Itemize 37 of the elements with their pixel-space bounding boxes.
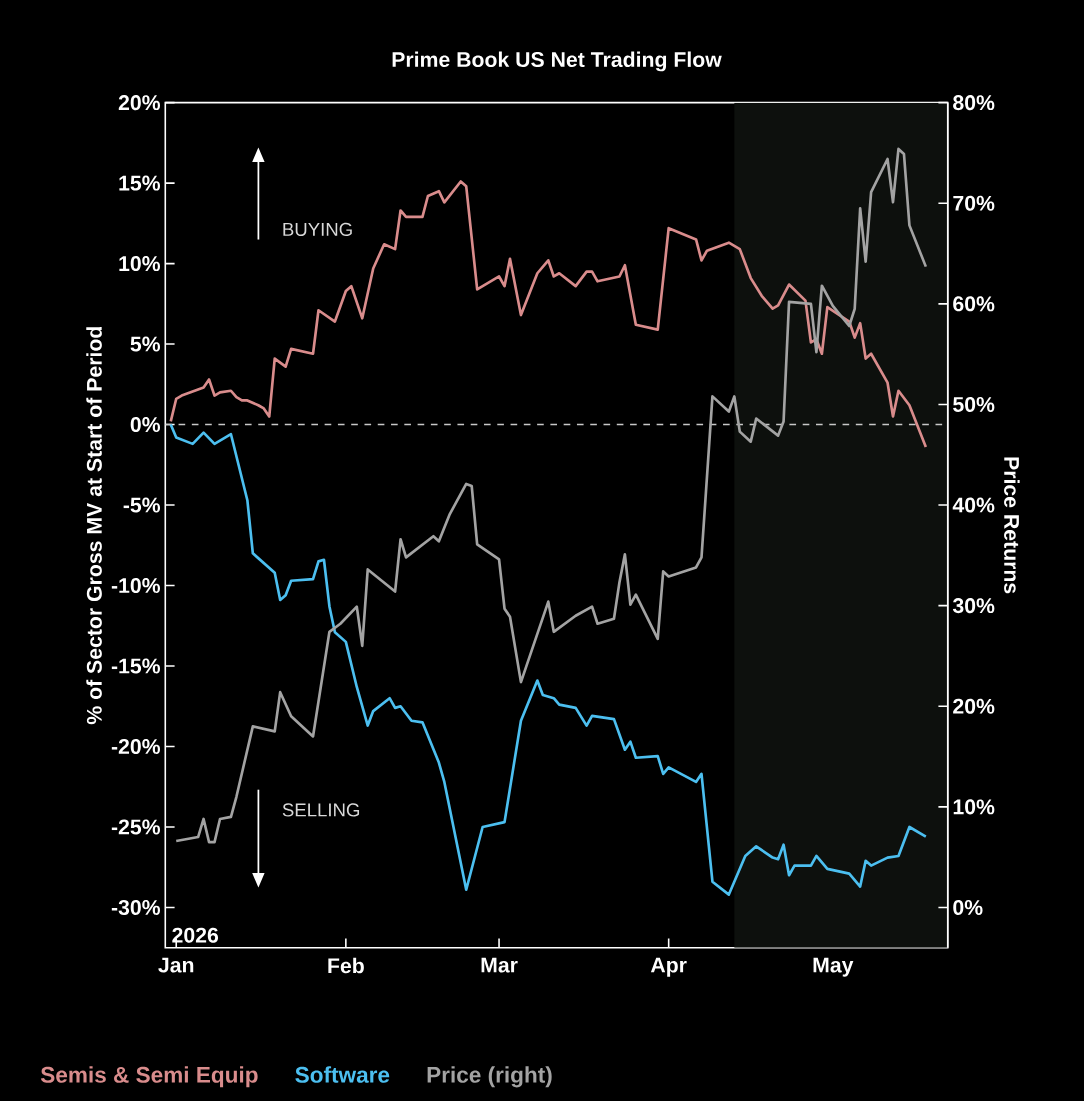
annotation: SELLING xyxy=(282,803,360,817)
y2-tick-label: 0% xyxy=(953,899,983,915)
annotation: 2026 xyxy=(172,927,219,943)
y2-tick-label: 30% xyxy=(953,598,995,614)
y-tick-label: -25% xyxy=(111,819,161,835)
y-tick-label: -30% xyxy=(111,899,161,915)
y-tick-label: 5% xyxy=(130,336,161,352)
y-tick-label: -5% xyxy=(123,497,161,513)
y2-tick-label: 40% xyxy=(952,497,995,513)
y2-tick-label: 80% xyxy=(953,95,995,111)
text: Software xyxy=(295,1066,390,1083)
x-tick-label: Feb xyxy=(328,957,365,974)
y-tick-label: -10% xyxy=(111,578,161,594)
annotation: BUYING xyxy=(283,222,352,236)
x-tick-label: Apr xyxy=(651,957,687,977)
y2-tick-label: 50% xyxy=(953,396,995,412)
y2-tick-label: 70% xyxy=(953,195,995,211)
y-tick-label: -15% xyxy=(111,658,161,674)
line-series xyxy=(169,423,928,896)
chart-title: Prime Book US Net Trading Flow xyxy=(392,51,722,72)
x-tick-label: Jan xyxy=(158,957,194,973)
y-tick-label: 15% xyxy=(119,175,161,191)
y-axis-title: % of Sector Gross MV at Start of Period xyxy=(86,327,103,725)
y-tick-label: 0% xyxy=(130,417,161,433)
line-series xyxy=(169,180,928,449)
y-tick-label: -20% xyxy=(111,738,161,755)
text: Semis & Semi Equip xyxy=(41,1066,258,1088)
y-tick-label: 20% xyxy=(118,95,161,111)
line-series xyxy=(175,147,928,844)
y2-tick-label: 60% xyxy=(953,296,995,312)
y2-tick-label: 20% xyxy=(953,698,995,714)
x-tick-label: May xyxy=(813,957,854,977)
y2-axis-title: Price Returns xyxy=(1004,457,1020,594)
x-tick-label: Mar xyxy=(481,957,518,973)
text: Price (right) xyxy=(427,1066,552,1088)
y2-tick-label: 10% xyxy=(953,799,995,815)
y-tick-label: 10% xyxy=(119,256,161,272)
